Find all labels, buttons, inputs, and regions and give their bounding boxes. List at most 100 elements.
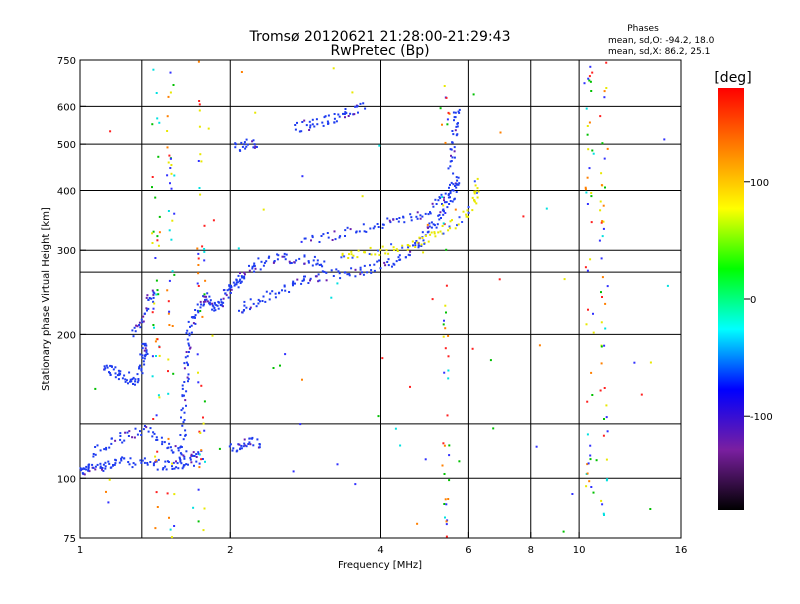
data-point — [161, 440, 164, 443]
data-point — [251, 267, 254, 270]
data-point — [448, 444, 451, 447]
x-tick-label: 1 — [77, 545, 83, 556]
data-point — [305, 124, 308, 127]
data-point — [171, 536, 173, 539]
data-point — [187, 380, 189, 383]
data-point — [606, 147, 609, 150]
data-point — [151, 176, 154, 178]
data-point — [443, 319, 445, 322]
data-point — [146, 309, 148, 312]
data-point — [238, 149, 241, 152]
data-point — [311, 123, 314, 126]
data-point — [171, 462, 174, 465]
data-point — [273, 260, 276, 262]
data-point — [450, 154, 452, 157]
data-point — [300, 282, 303, 285]
data-point — [218, 447, 221, 450]
data-point — [447, 193, 450, 196]
data-point — [321, 265, 324, 268]
data-point — [401, 244, 404, 247]
data-point — [448, 479, 451, 482]
data-point — [429, 212, 432, 215]
data-point — [586, 472, 589, 475]
data-point — [145, 307, 148, 310]
data-point — [452, 111, 455, 114]
data-point — [172, 84, 175, 86]
data-point — [302, 279, 305, 282]
legend-line-o: mean, sd,O: -94.2, 18.0 — [608, 36, 715, 46]
data-point — [592, 312, 594, 315]
data-point — [87, 469, 90, 472]
data-point — [81, 472, 84, 475]
data-point — [294, 282, 296, 285]
data-point — [586, 203, 589, 205]
data-point — [142, 320, 145, 323]
data-point — [332, 67, 335, 70]
data-point — [170, 449, 173, 452]
data-point — [145, 353, 147, 356]
data-point — [248, 269, 251, 272]
data-point — [259, 300, 261, 303]
data-point — [348, 274, 351, 277]
data-point — [431, 202, 434, 205]
data-point — [583, 82, 586, 85]
data-point — [211, 334, 214, 337]
data-point — [591, 149, 594, 152]
data-point — [167, 446, 170, 449]
data-point — [599, 389, 602, 392]
data-point — [298, 130, 301, 133]
data-point — [442, 222, 445, 225]
data-point — [447, 229, 450, 232]
data-point — [445, 535, 448, 538]
data-point — [315, 263, 318, 266]
data-point — [443, 371, 446, 374]
data-point — [196, 303, 199, 306]
data-point — [195, 460, 198, 463]
data-point — [303, 262, 306, 265]
data-point — [107, 460, 110, 463]
data-point — [316, 262, 319, 265]
x-tick-label: 8 — [528, 545, 534, 556]
data-point — [188, 334, 191, 337]
data-point — [587, 77, 590, 80]
data-point — [283, 252, 286, 255]
data-point — [140, 461, 143, 464]
data-point — [197, 520, 200, 523]
data-point — [229, 443, 232, 446]
data-point — [186, 355, 189, 358]
data-point — [96, 463, 99, 466]
data-point — [251, 436, 254, 439]
data-point — [451, 130, 454, 132]
data-point — [243, 271, 246, 274]
data-point — [453, 156, 456, 159]
data-point — [350, 253, 353, 256]
data-point — [281, 289, 283, 292]
data-point — [369, 246, 372, 249]
data-point — [443, 444, 446, 447]
data-point — [214, 309, 217, 312]
data-point — [456, 133, 459, 136]
data-point — [126, 431, 129, 434]
data-point — [131, 436, 134, 439]
data-point — [424, 458, 427, 461]
data-point — [604, 302, 607, 305]
data-point — [361, 271, 363, 274]
data-point — [386, 261, 389, 263]
data-point — [359, 102, 362, 105]
data-point — [349, 112, 352, 115]
data-point — [237, 274, 240, 277]
data-point — [186, 376, 189, 379]
data-point — [157, 155, 160, 158]
data-point — [144, 425, 146, 427]
data-point — [167, 370, 169, 373]
data-point — [240, 444, 243, 447]
data-point — [357, 249, 360, 252]
data-point — [151, 242, 154, 244]
data-point — [438, 214, 441, 216]
data-point — [426, 223, 429, 226]
data-point — [449, 165, 452, 168]
data-point — [85, 465, 88, 468]
data-point — [335, 268, 338, 271]
x-tick-label: 10 — [573, 545, 586, 556]
data-point — [465, 215, 468, 218]
